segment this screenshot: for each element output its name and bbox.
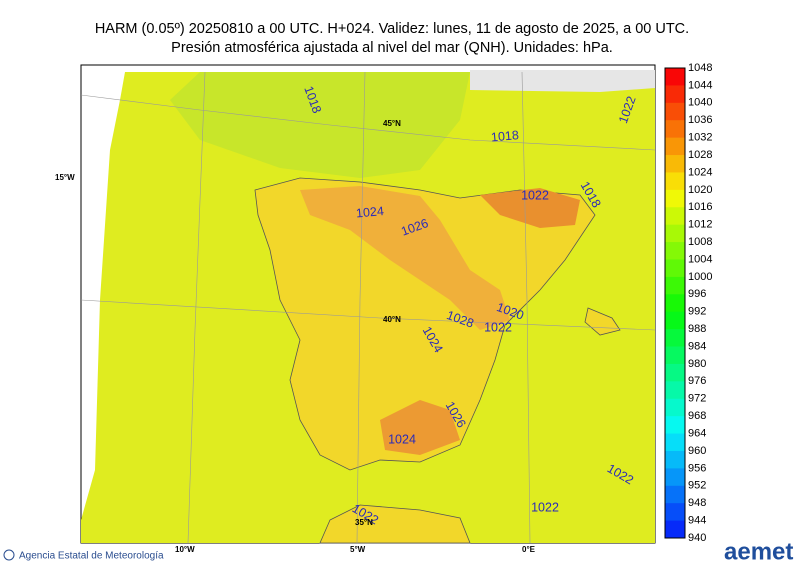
- colorbar: 1048 1044 1040 1036 1032 1028 1024 1020 1016 1012…: [664, 62, 712, 544]
- contour-label: 1024: [388, 432, 416, 446]
- contour-label: 1022: [521, 188, 549, 202]
- colorbar-cell: [665, 242, 685, 260]
- bay-of-biscay: [170, 72, 470, 178]
- grid-label: 15°W: [55, 173, 75, 182]
- colorbar-label: 960: [688, 445, 706, 457]
- colorbar-cell: [665, 172, 685, 191]
- colorbar-label: 944: [688, 514, 706, 526]
- colorbar-label: 1012: [688, 219, 712, 231]
- agency-name: Agencia Estatal de Meteorología: [19, 551, 164, 562]
- betic-high: [380, 400, 460, 455]
- colorbar-frame: [664, 67, 686, 539]
- colorbar-label: 996: [688, 288, 706, 300]
- colorbar-cell: [665, 503, 685, 522]
- colorbar-cell: [665, 450, 685, 469]
- colorbar-label: 988: [688, 323, 706, 335]
- iberia: [254, 177, 596, 471]
- meridian: [356, 71, 366, 544]
- colorbar-cell: [665, 68, 685, 86]
- colorbar-cell: [665, 416, 685, 435]
- contour-label: 1024: [355, 204, 384, 220]
- grid-label: 10°W: [175, 545, 195, 554]
- colorbar-cell: [665, 207, 685, 226]
- colorbar-label: 948: [688, 497, 706, 509]
- colorbar-cell: [665, 363, 685, 382]
- colorbar-label: 1004: [688, 253, 712, 265]
- colorbar-label: 940: [688, 532, 706, 544]
- grid-label: 35°N: [355, 518, 373, 527]
- grid-label: 0°E: [522, 545, 536, 554]
- colorbar-cell: [665, 381, 685, 400]
- grid-label: 45°N: [383, 119, 401, 128]
- colorbar-cell: [665, 520, 685, 539]
- parallel: [80, 94, 656, 151]
- colorbar-label: 964: [688, 427, 706, 439]
- title-line-1: HARM (0.05º) 20250810 a 00 UTC. H+024. V…: [95, 21, 689, 37]
- colorbar-label: 984: [688, 340, 706, 352]
- colorbar-label: 1044: [688, 79, 712, 91]
- colorbar-cell: [665, 276, 685, 295]
- contour-label: 1022: [484, 320, 512, 334]
- colorbar-label: 1020: [688, 184, 712, 196]
- colorbar-label: 980: [688, 358, 706, 370]
- colorbar-label: 1016: [688, 201, 712, 213]
- colorbar-label: 1008: [688, 236, 712, 248]
- title-line-2: Presión atmosférica ajustada al nivel de…: [171, 40, 613, 56]
- colorbar-cell: [665, 224, 685, 243]
- colorbar-label: 972: [688, 393, 706, 405]
- high-pressure: [300, 186, 510, 330]
- colorbar-label: 1032: [688, 132, 712, 144]
- colorbar-cell: [665, 346, 685, 365]
- colorbar-cell: [665, 120, 685, 139]
- colorbar-cell: [665, 311, 685, 330]
- colorbar-label: 1048: [688, 62, 712, 74]
- colorbar-cell: [665, 85, 685, 104]
- colorbar-label: 976: [688, 375, 706, 387]
- colorbar-cell: [665, 485, 685, 504]
- meridian: [521, 71, 531, 544]
- grid-label: 40°N: [383, 315, 401, 324]
- parallel: [80, 299, 656, 331]
- colorbar-label: 1036: [688, 114, 712, 126]
- map-area: [80, 64, 656, 544]
- colorbar-cell: [665, 137, 685, 156]
- grid-label: 5°W: [350, 545, 366, 554]
- colorbar-cell: [665, 259, 685, 278]
- colorbar-cell: [665, 433, 685, 452]
- colorbar-cell: [665, 189, 685, 208]
- colorbar-cell: [665, 329, 685, 348]
- no-data: [470, 70, 655, 92]
- copyright-icon: [3, 549, 15, 561]
- meridian: [187, 71, 206, 544]
- colorbar-label: 968: [688, 410, 706, 422]
- colorbar-cell: [665, 294, 685, 313]
- colorbar-cell: [665, 468, 685, 487]
- colorbar-label: 992: [688, 306, 706, 318]
- colorbar-label: 1040: [688, 97, 712, 109]
- colorbar-cell: [665, 102, 685, 121]
- contour-label: 1022: [531, 500, 559, 514]
- aemet-logo: aemet: [724, 538, 793, 565]
- contour-label: 1018: [490, 128, 519, 144]
- pyrenees-high: [480, 188, 580, 228]
- colorbar-cell: [665, 398, 685, 417]
- colorbar-label: 1000: [688, 271, 712, 283]
- colorbar-cell: [665, 155, 685, 173]
- colorbar-label: 956: [688, 462, 706, 474]
- colorbar-label: 952: [688, 480, 706, 492]
- colorbar-label: 1024: [688, 166, 712, 178]
- colorbar-label: 1028: [688, 149, 712, 161]
